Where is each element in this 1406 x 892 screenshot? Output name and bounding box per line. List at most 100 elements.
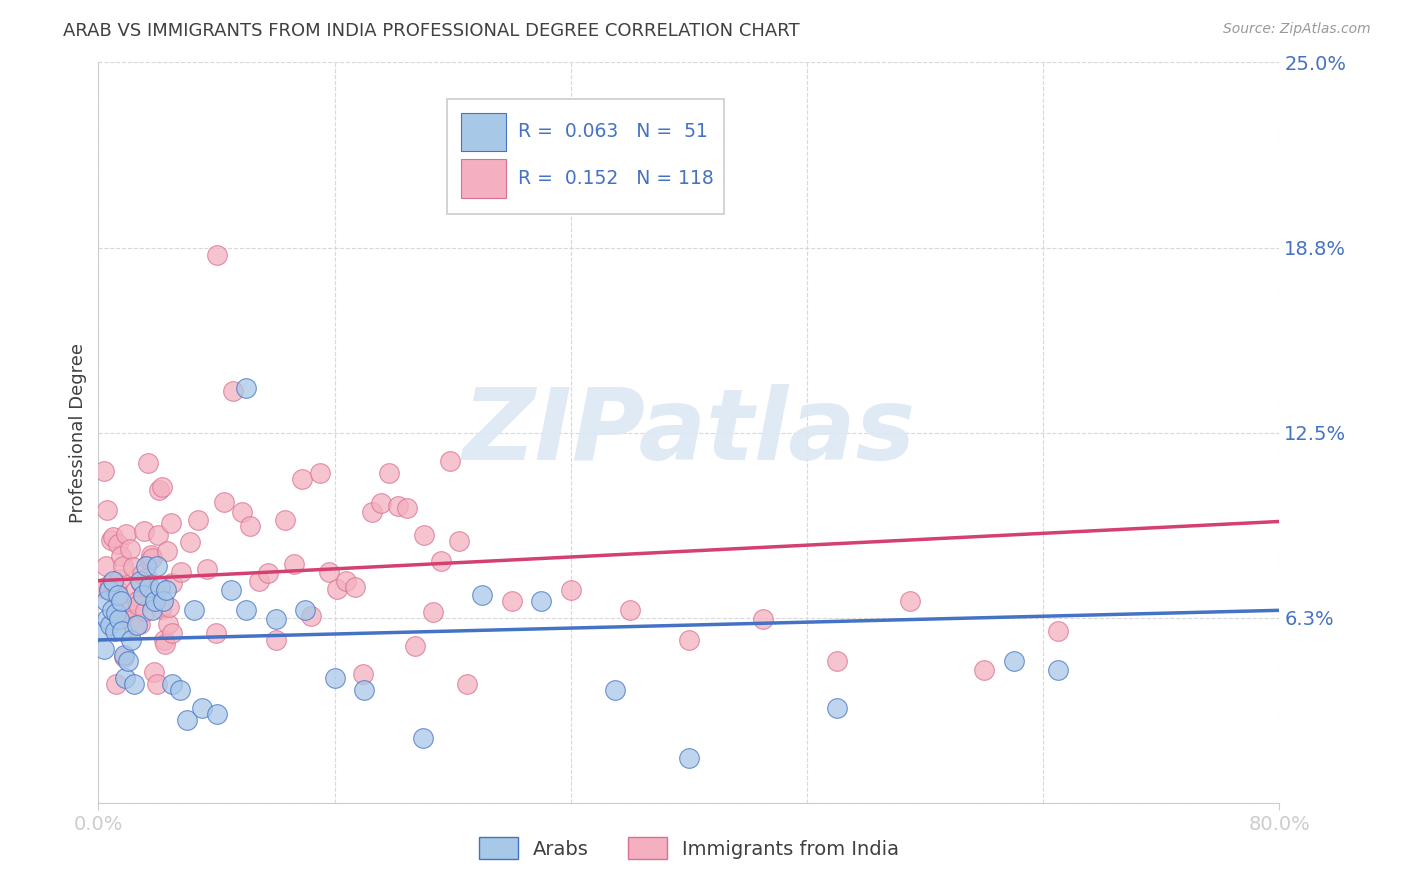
Point (155, 582, 177, 597)
Point (97, 582, 120, 596)
Point (132, 589, 155, 603)
Text: Source: ZipAtlas.com: Source: ZipAtlas.com (1223, 22, 1371, 37)
Text: R =  0.063   N =  51: R = 0.063 N = 51 (517, 122, 707, 141)
Point (378, 466, 401, 480)
Point (353, 683, 375, 698)
Point (162, 575, 183, 590)
Point (91, 582, 114, 596)
Point (146, 528, 169, 542)
Point (309, 467, 332, 481)
Point (825, 654, 848, 668)
Point (247, 574, 270, 589)
Point (98, 618, 121, 632)
Legend: Arabs, Immigrants from India: Arabs, Immigrants from India (471, 829, 907, 867)
Point (318, 565, 340, 579)
Point (1046, 663, 1070, 677)
Point (235, 381, 257, 395)
Point (149, 580, 172, 594)
Y-axis label: Professional Degree: Professional Degree (69, 343, 87, 523)
Point (93, 641, 115, 656)
Point (103, 574, 125, 588)
Point (108, 573, 131, 587)
Point (256, 566, 278, 581)
Point (214, 495, 236, 509)
Point (299, 609, 322, 624)
Point (387, 499, 409, 513)
Point (825, 701, 848, 715)
Point (136, 456, 159, 470)
Point (143, 594, 166, 608)
Point (149, 602, 172, 616)
Point (128, 574, 150, 588)
Point (146, 558, 169, 573)
Point (605, 683, 627, 698)
FancyBboxPatch shape (461, 112, 506, 152)
Point (264, 612, 287, 626)
Point (395, 501, 418, 516)
Point (141, 603, 163, 617)
Point (150, 480, 173, 494)
Point (105, 582, 128, 597)
Point (274, 513, 297, 527)
Point (100, 533, 122, 548)
Point (110, 549, 132, 564)
Point (752, 612, 775, 626)
Point (94, 594, 117, 608)
Point (156, 617, 179, 632)
Point (148, 483, 170, 497)
Point (96, 503, 118, 517)
Point (239, 519, 262, 533)
Point (138, 553, 160, 567)
Point (973, 663, 995, 677)
Point (97, 582, 120, 597)
Point (352, 667, 374, 681)
Point (221, 582, 243, 597)
Point (294, 603, 316, 617)
Point (115, 605, 138, 619)
Point (117, 600, 139, 615)
Point (678, 632, 700, 647)
Point (457, 677, 479, 691)
Point (122, 619, 145, 633)
Point (900, 594, 922, 608)
Point (129, 576, 152, 591)
Point (235, 603, 257, 617)
Point (187, 513, 209, 527)
Point (121, 559, 143, 574)
Point (112, 648, 135, 662)
Point (439, 454, 461, 468)
Point (176, 713, 198, 727)
Point (110, 594, 132, 608)
Point (128, 617, 150, 632)
Point (323, 672, 346, 686)
Point (169, 683, 191, 698)
Point (153, 637, 176, 651)
Point (101, 530, 124, 544)
Point (183, 603, 205, 617)
Point (204, 626, 226, 640)
Point (447, 533, 470, 548)
Point (122, 677, 145, 691)
Point (111, 624, 134, 638)
Point (283, 557, 305, 571)
Point (112, 650, 135, 665)
Point (100, 603, 122, 617)
Point (125, 593, 148, 607)
Point (141, 550, 163, 565)
Point (135, 571, 157, 585)
Point (155, 544, 177, 558)
Point (111, 559, 134, 574)
Point (145, 677, 167, 691)
Text: ARAB VS IMMIGRANTS FROM INDIA PROFESSIONAL DEGREE CORRELATION CHART: ARAB VS IMMIGRANTS FROM INDIA PROFESSION… (63, 22, 800, 40)
Point (530, 594, 553, 608)
Point (93, 464, 115, 478)
Point (124, 583, 146, 598)
Point (131, 567, 153, 582)
Point (162, 625, 183, 640)
Point (170, 565, 193, 579)
Point (191, 701, 214, 715)
Point (132, 524, 155, 539)
Point (138, 580, 160, 594)
Point (560, 582, 582, 597)
Point (231, 505, 253, 519)
